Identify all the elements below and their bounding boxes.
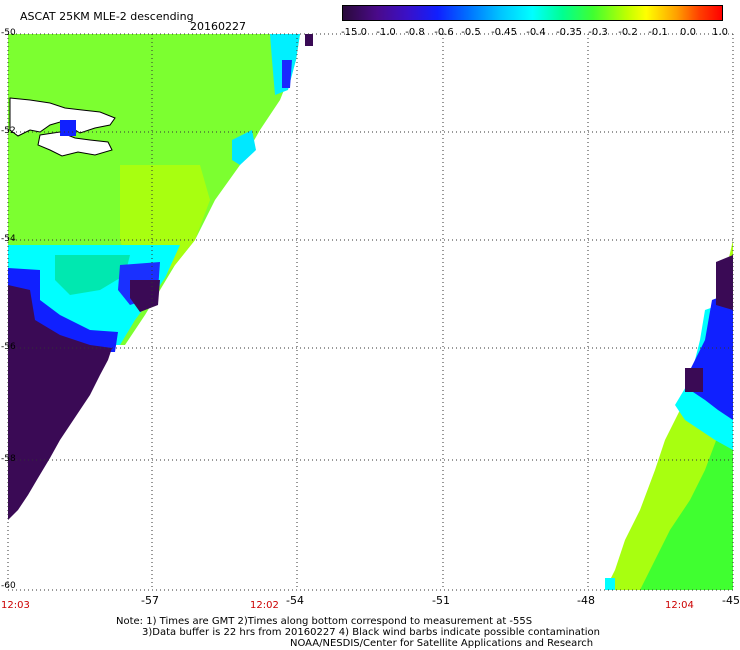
land-blue-patch xyxy=(60,120,76,136)
lat-label: -56 xyxy=(1,342,16,352)
land-mass xyxy=(9,97,116,137)
lon-label: -51 xyxy=(432,594,450,607)
colorbar-tick: -0.35 xyxy=(556,27,582,38)
map-date: 20160227 xyxy=(190,20,246,33)
left-swath-blue-edge xyxy=(282,60,292,88)
lat-label: -50 xyxy=(1,28,16,38)
lon-label: -54 xyxy=(286,594,304,607)
right-swath-green xyxy=(640,300,733,590)
colorbar-tick: -0.8 xyxy=(405,27,425,38)
colorbar-tick: -0.1 xyxy=(648,27,668,38)
colorbar xyxy=(342,5,723,21)
colorbar-tick: -0.45 xyxy=(491,27,517,38)
lon-label: -48 xyxy=(577,594,595,607)
lon-label: -57 xyxy=(141,594,159,607)
footer-note-2: 3)Data buffer is 22 hrs from 20160227 4)… xyxy=(142,627,600,638)
colorbar-tick: -0.4 xyxy=(526,27,546,38)
left-swath-teal-band xyxy=(55,255,130,295)
left-swath-cyan-edge2 xyxy=(232,130,256,165)
right-swath-purple xyxy=(716,255,733,310)
footer-note-1: Note: 1) Times are GMT 2)Times along bot… xyxy=(116,616,533,627)
land-mass-2 xyxy=(37,131,113,157)
map-title: ASCAT 25KM MLE-2 descending xyxy=(20,10,194,23)
colorbar-tick: 0.0 xyxy=(680,27,696,38)
colorbar-tick: -0.5 xyxy=(461,27,481,38)
lat-label: -60 xyxy=(1,581,16,591)
time-label: 12:02 xyxy=(250,600,279,611)
lat-label: -58 xyxy=(1,454,16,464)
lon-label: -45 xyxy=(722,594,740,607)
footer-credit: NOAA/NESDIS/Center for Satellite Applica… xyxy=(290,638,594,649)
right-swath-purple-2 xyxy=(685,368,703,392)
time-label: 12:04 xyxy=(665,600,694,611)
colorbar-tick: -1.0 xyxy=(376,27,396,38)
time-label: 12:03 xyxy=(1,600,30,611)
left-swath-purple-lower xyxy=(8,285,112,520)
left-swath-purple-edge xyxy=(305,34,313,46)
right-swath-cyan-2 xyxy=(605,578,615,590)
colorbar-tick: -0.2 xyxy=(618,27,638,38)
colorbar-tick: -15.0 xyxy=(341,27,367,38)
left-swath-purple-patch xyxy=(130,280,160,312)
lat-label: -54 xyxy=(1,234,16,244)
colorbar-tick: 1.0 xyxy=(712,27,728,38)
lat-label: -52 xyxy=(1,126,16,136)
right-swath xyxy=(605,240,733,590)
colorbar-tick: -0.3 xyxy=(588,27,608,38)
colorbar-tick: -0.6 xyxy=(434,27,454,38)
lat-lon-grid xyxy=(7,33,734,591)
left-swath xyxy=(8,34,313,520)
